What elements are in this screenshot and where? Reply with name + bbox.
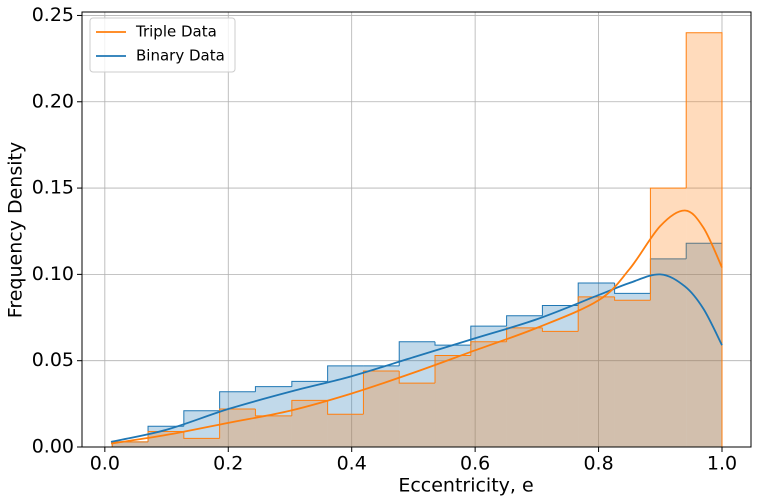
y-tick-label: 0.15 bbox=[32, 177, 74, 199]
hist-step bbox=[506, 327, 543, 342]
hist-bar bbox=[435, 355, 471, 447]
legend-label: Binary Data bbox=[136, 47, 225, 65]
hist-bar bbox=[542, 305, 579, 447]
hist-bar bbox=[506, 327, 543, 447]
hist-bar bbox=[614, 293, 651, 447]
hist-step bbox=[327, 365, 364, 382]
hist-bar bbox=[542, 331, 579, 447]
x-tick-label: 0.0 bbox=[90, 453, 120, 475]
hist-bar bbox=[112, 441, 149, 447]
hist-bar bbox=[148, 431, 184, 447]
hist-step bbox=[183, 431, 220, 439]
hist-bar bbox=[686, 32, 722, 447]
hist-bar bbox=[327, 365, 364, 447]
hist-bar bbox=[363, 371, 400, 447]
histogram-series bbox=[111, 242, 723, 447]
plot-frame bbox=[81, 11, 752, 448]
kde-line bbox=[110, 209, 723, 445]
hist-bar bbox=[686, 243, 722, 447]
hist-bar bbox=[614, 300, 651, 447]
hist-step bbox=[291, 380, 328, 387]
hist-bar bbox=[650, 188, 687, 448]
hist-bar bbox=[183, 438, 220, 447]
hist-step bbox=[649, 187, 687, 301]
hist-step bbox=[434, 341, 471, 346]
hist-step bbox=[398, 341, 436, 366]
hist-bar bbox=[399, 383, 436, 447]
hist-step bbox=[541, 327, 579, 332]
hist-step bbox=[362, 370, 400, 415]
y-tick-label: 0.25 bbox=[32, 4, 74, 26]
x-tick-label: 0.4 bbox=[337, 453, 367, 475]
kde-line bbox=[110, 273, 723, 443]
hist-step bbox=[183, 410, 220, 427]
legend-box bbox=[89, 17, 236, 73]
hist-step bbox=[219, 391, 256, 411]
hist-step bbox=[327, 400, 364, 415]
hist-bar bbox=[578, 283, 615, 447]
hist-step bbox=[614, 296, 651, 301]
hist-step bbox=[685, 32, 723, 447]
hist-bar bbox=[578, 296, 615, 447]
legend-label: Triple Data bbox=[135, 23, 217, 41]
x-axis-label: Eccentricity, e bbox=[398, 475, 533, 497]
y-tick-label: 0.00 bbox=[32, 436, 74, 458]
x-tick-label: 0.6 bbox=[460, 453, 490, 475]
hist-step bbox=[219, 408, 256, 439]
hist-bar bbox=[255, 415, 292, 447]
hist-step bbox=[506, 315, 543, 327]
hist-step bbox=[254, 386, 292, 392]
y-tick-label: 0.10 bbox=[32, 263, 74, 285]
hist-bar bbox=[112, 441, 149, 447]
hist-bar bbox=[327, 414, 364, 447]
hist-bar bbox=[219, 409, 256, 447]
x-tick-label: 0.8 bbox=[583, 453, 613, 475]
y-tick-label: 0.05 bbox=[32, 349, 74, 371]
y-axis-label: Frequency Density bbox=[5, 142, 27, 318]
hist-step bbox=[398, 371, 436, 384]
hist-bar bbox=[470, 341, 507, 447]
hist-bar bbox=[291, 400, 328, 447]
y-tick-label: 0.20 bbox=[32, 90, 74, 112]
hist-bar bbox=[291, 381, 328, 447]
hist-step bbox=[470, 341, 507, 356]
hist-step bbox=[254, 409, 292, 417]
x-tick-label: 1.0 bbox=[707, 453, 737, 475]
hist-step bbox=[614, 283, 651, 294]
hist-step bbox=[541, 304, 579, 316]
hist-bar bbox=[650, 258, 687, 447]
histogram-series bbox=[111, 32, 723, 448]
x-tick-label: 0.2 bbox=[213, 453, 243, 475]
